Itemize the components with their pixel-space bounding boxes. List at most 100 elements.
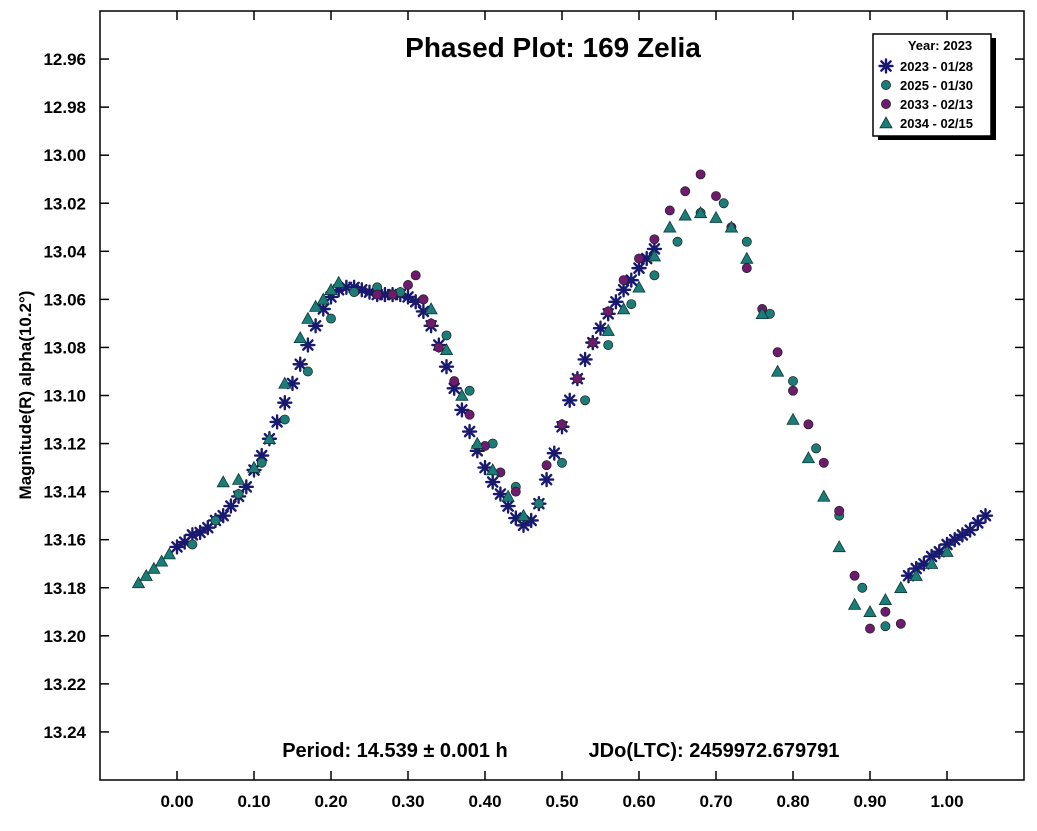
data-point	[863, 604, 877, 617]
data-point	[632, 280, 646, 293]
y-tick-label: 13.04	[43, 242, 86, 261]
y-tick-label: 12.98	[43, 98, 86, 117]
data-point	[811, 443, 822, 454]
legend-marker	[881, 99, 891, 109]
data-point	[426, 318, 437, 329]
legend-marker	[879, 116, 893, 129]
data-point	[387, 289, 398, 300]
legend-entry-label: 2033 - 02/13	[900, 97, 973, 112]
data-point	[301, 311, 315, 324]
legend-entry-label: 2025 - 01/30	[900, 78, 973, 93]
data-point	[418, 294, 429, 305]
x-tick-labels: 0.00 0.10 0.20 0.30 0.40 0.50 0.60 0.70 0.80 0.90…	[160, 792, 963, 811]
y-tick-label: 13.08	[43, 338, 86, 357]
data-point	[894, 580, 908, 593]
x-tick-label: 0.00	[160, 792, 193, 811]
data-point	[486, 463, 500, 476]
data-point	[332, 275, 346, 288]
data-point	[603, 306, 614, 317]
data-point	[372, 289, 383, 300]
data-point	[788, 376, 798, 387]
data-point	[755, 306, 769, 319]
chart-title: Phased Plot: 169 Zelia	[405, 32, 701, 63]
data-point	[533, 498, 544, 509]
data-point	[572, 373, 583, 384]
data-point	[623, 272, 639, 288]
data-point	[857, 582, 868, 593]
legend-entry-label: 2023 - 01/28	[900, 59, 973, 74]
data-point	[803, 419, 814, 430]
data-point	[324, 282, 338, 295]
legend-entry-label: 2034 - 02/15	[900, 116, 973, 131]
x-tick-label: 0.60	[622, 792, 655, 811]
series-1	[169, 241, 994, 584]
data-point	[278, 376, 292, 389]
data-point	[187, 539, 198, 550]
data-point	[587, 337, 598, 348]
data-point	[818, 457, 829, 468]
y-tick-label: 13.00	[43, 146, 86, 165]
y-tick-labels: 12.96 12.98 13.00 13.02 13.04 13.06 13.08 13.10…	[43, 50, 86, 742]
legend-marker	[878, 58, 894, 74]
y-tick-label: 13.18	[43, 579, 86, 598]
data-point	[410, 270, 421, 281]
data-point	[924, 556, 939, 569]
series-2	[187, 198, 891, 632]
x-tick-label: 1.00	[930, 792, 963, 811]
data-point	[940, 544, 954, 557]
x-tick-label: 0.50	[545, 792, 578, 811]
y-tick-label: 13.16	[43, 531, 86, 550]
data-point	[557, 457, 567, 468]
data-point	[709, 210, 723, 223]
y-tick-label: 13.10	[43, 387, 86, 406]
data-point	[631, 260, 647, 276]
data-point	[908, 560, 924, 577]
data-point	[516, 508, 531, 521]
data-point	[293, 331, 307, 344]
y-tick-label: 13.24	[43, 723, 86, 742]
data-point	[316, 292, 330, 305]
x-tick-label: 0.80	[776, 792, 809, 811]
data-point	[817, 489, 831, 502]
legend: Year: 2023 2023 - 01/28 2025 - 01/30 2033 …	[872, 33, 996, 140]
data-point	[546, 445, 562, 461]
data-point	[678, 208, 692, 221]
data-point	[439, 343, 454, 356]
data-point	[724, 220, 739, 233]
data-point	[786, 412, 800, 425]
data-point	[608, 294, 624, 310]
data-point	[433, 342, 444, 353]
x-tick-label: 0.90	[853, 792, 886, 811]
data-point	[649, 234, 660, 245]
data-point	[603, 340, 614, 350]
data-point	[693, 206, 708, 219]
data-point	[772, 347, 783, 358]
legend-marker	[881, 80, 891, 90]
series-3	[372, 169, 906, 634]
data-point	[909, 568, 923, 581]
data-point	[832, 540, 846, 553]
data-point	[438, 358, 455, 375]
data-point	[403, 280, 413, 290]
data-point	[538, 471, 555, 488]
data-point	[616, 302, 631, 315]
data-point	[834, 505, 845, 516]
data-point	[326, 313, 336, 324]
data-point	[741, 236, 752, 247]
data-point	[470, 436, 484, 449]
data-point	[626, 299, 637, 310]
data-point	[277, 395, 293, 411]
legend-box	[872, 33, 992, 137]
data-point	[801, 451, 816, 464]
y-tick-label: 13.06	[43, 290, 86, 309]
data-point	[541, 460, 552, 471]
series-4	[131, 206, 954, 617]
data-point	[580, 395, 591, 406]
data-point	[279, 414, 290, 425]
data-point	[880, 606, 891, 617]
axis-ticks	[100, 11, 1024, 780]
data-point	[849, 570, 860, 581]
y-tick-label: 13.12	[43, 435, 86, 454]
data-point	[770, 364, 785, 377]
data-point	[977, 507, 994, 524]
